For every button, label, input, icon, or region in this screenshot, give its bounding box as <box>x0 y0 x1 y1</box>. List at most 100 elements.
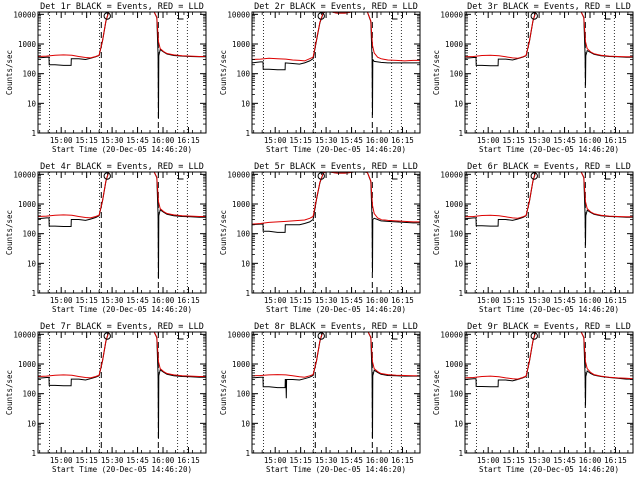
y-tick-label: 100 <box>22 230 36 239</box>
x-tick-label: 15:45 <box>340 456 363 465</box>
y-tick-label: 10 <box>241 99 251 108</box>
y-tick-label: 100 <box>236 230 250 239</box>
panel-4: Det 4r BLACK = Events, RED = LLD 1 10 100 10… <box>5 162 207 314</box>
series-group <box>252 332 420 439</box>
x-axis-label: Start Time (20-Dec-05 14:46:20) <box>479 305 619 314</box>
panel-title: Det 2r BLACK = Events, RED = LLD <box>254 2 418 12</box>
x-tick-label: 15:00 <box>264 296 287 305</box>
events-series-line <box>465 332 633 406</box>
x-tick-label: 15:00 <box>264 456 287 465</box>
panel-title: Det 3r BLACK = Events, RED = LLD <box>467 2 631 12</box>
x-tick-label: 15:45 <box>340 136 363 145</box>
step-marker <box>178 332 184 340</box>
x-tick-label: 15:00 <box>50 456 73 465</box>
x-tick-label: 15:00 <box>264 136 287 145</box>
x-tick-label: 15:15 <box>75 136 98 145</box>
y-tick-label: 1000 <box>445 360 464 369</box>
events-series-line <box>252 172 420 273</box>
panel-6: Det 6r BLACK = Events, RED = LLD 1 10 100 10… <box>432 162 634 314</box>
lld-series-line <box>38 332 206 379</box>
y-tick-label: 1000 <box>232 200 251 209</box>
x-axis-label: Start Time (20-Dec-05 14:46:20) <box>266 465 406 474</box>
x-tick-label: 16:00 <box>152 296 175 305</box>
y-tick-label: 10000 <box>227 170 250 179</box>
step-marker <box>605 12 611 20</box>
x-axis-label: Start Time (20-Dec-05 14:46:20) <box>52 145 192 154</box>
y-axis-label: Counts/sec <box>432 370 441 415</box>
y-tick-label: 1 <box>458 129 463 138</box>
y-tick-label: 1 <box>31 129 36 138</box>
events-series-line <box>38 332 206 439</box>
events-series-line <box>252 332 420 439</box>
y-tick-label: 10 <box>27 99 37 108</box>
series-group <box>252 172 420 273</box>
lld-series-line <box>465 332 633 380</box>
x-tick-label: 16:00 <box>579 296 602 305</box>
plot-frame <box>251 171 421 294</box>
series-group <box>252 12 420 116</box>
y-tick-label: 1 <box>458 449 463 458</box>
series-group <box>465 332 633 406</box>
step-marker <box>605 172 611 180</box>
x-tick-label: 15:15 <box>75 456 98 465</box>
y-tick-label: 1 <box>245 449 250 458</box>
x-tick-label: 15:15 <box>502 296 525 305</box>
panel-title: Det 9r BLACK = Events, RED = LLD <box>467 322 631 332</box>
y-axis-label: Counts/sec <box>5 370 14 415</box>
step-marker <box>392 12 398 20</box>
x-tick-label: 16:00 <box>366 136 389 145</box>
events-series-line <box>38 172 206 279</box>
y-tick-label: 1 <box>245 129 250 138</box>
x-tick-label: 15:00 <box>477 456 500 465</box>
x-tick-label: 15:45 <box>126 136 149 145</box>
x-tick-label: 15:45 <box>126 456 149 465</box>
lld-series-line <box>252 12 420 62</box>
panel-title: Det 5r BLACK = Events, RED = LLD <box>254 162 418 172</box>
y-tick-label: 1000 <box>232 40 251 49</box>
panel-2: Det 2r BLACK = Events, RED = LLD 1 10 100 10… <box>219 2 421 154</box>
y-tick-label: 100 <box>449 70 463 79</box>
x-tick-label: 16:15 <box>604 296 627 305</box>
y-tick-label: 1000 <box>18 360 37 369</box>
y-axis-label: Counts/sec <box>5 50 14 95</box>
x-tick-label: 15:15 <box>75 296 98 305</box>
y-tick-label: 1000 <box>18 40 37 49</box>
y-tick-label: 10 <box>454 99 464 108</box>
y-tick-label: 10000 <box>227 10 250 19</box>
y-tick-label: 10000 <box>440 170 463 179</box>
y-tick-label: 1 <box>458 289 463 298</box>
lld-series-line <box>465 12 633 59</box>
y-tick-label: 1 <box>31 449 36 458</box>
x-tick-label: 16:15 <box>391 136 414 145</box>
plot-frame <box>464 171 634 294</box>
x-axis-label: Start Time (20-Dec-05 14:46:20) <box>479 465 619 474</box>
panel-title: Det 6r BLACK = Events, RED = LLD <box>467 162 631 172</box>
panel-9: Det 9r BLACK = Events, RED = LLD 1 10 100 10… <box>432 322 634 474</box>
x-tick-label: 16:15 <box>604 136 627 145</box>
y-tick-label: 10 <box>241 419 251 428</box>
y-tick-label: 10000 <box>13 170 36 179</box>
y-tick-label: 10 <box>27 259 37 268</box>
y-tick-label: 10 <box>27 419 37 428</box>
events-series-line <box>38 12 206 119</box>
y-tick-label: 1000 <box>18 200 37 209</box>
panel-5: Det 5r BLACK = Events, RED = LLD 1 10 100 10… <box>219 162 421 314</box>
x-tick-label: 15:30 <box>315 136 338 145</box>
series-group <box>465 12 633 86</box>
x-tick-label: 15:30 <box>315 296 338 305</box>
lld-series-line <box>38 12 206 59</box>
y-tick-label: 10000 <box>13 330 36 339</box>
x-tick-label: 16:15 <box>391 456 414 465</box>
y-tick-label: 10000 <box>440 10 463 19</box>
events-series-line <box>465 12 633 86</box>
step-marker <box>605 332 611 340</box>
y-axis-label: Counts/sec <box>219 50 228 95</box>
step-marker <box>392 332 398 340</box>
y-tick-label: 10000 <box>227 330 250 339</box>
lld-series-line <box>252 332 420 378</box>
x-tick-label: 15:00 <box>477 296 500 305</box>
x-tick-label: 15:15 <box>289 296 312 305</box>
x-tick-label: 16:00 <box>366 456 389 465</box>
y-tick-label: 1000 <box>445 200 464 209</box>
